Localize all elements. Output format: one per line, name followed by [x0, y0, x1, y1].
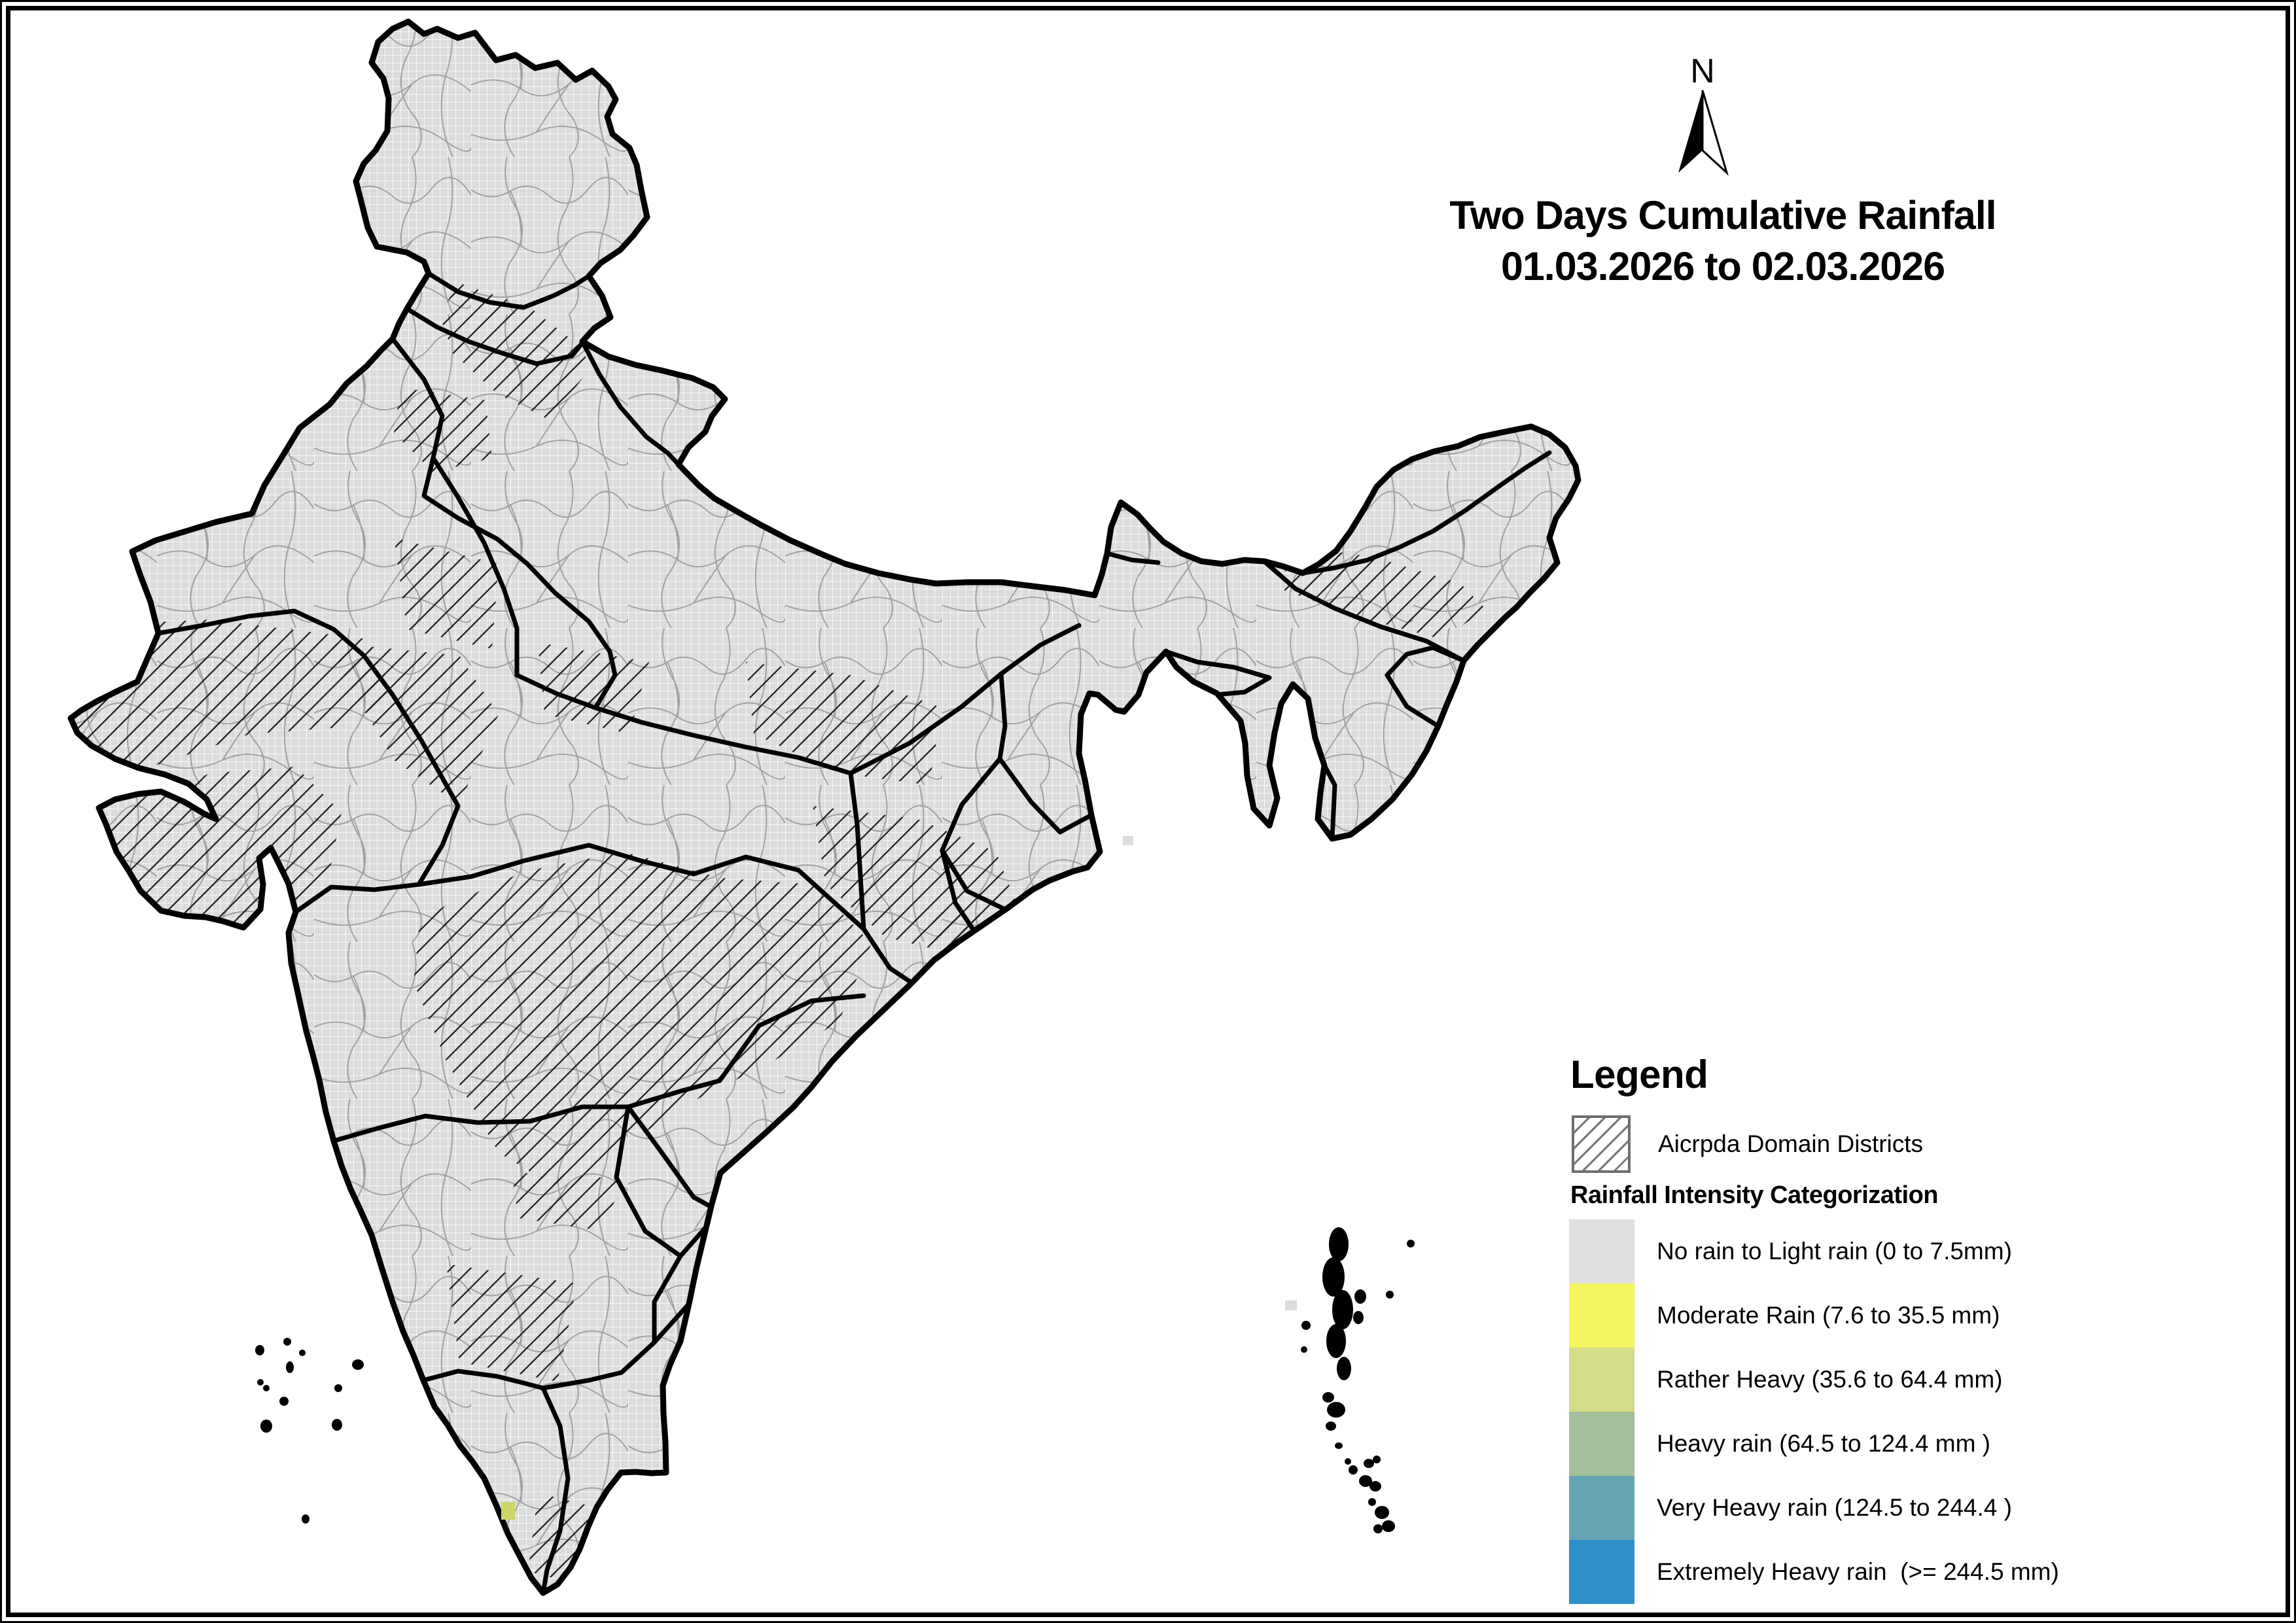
legend-color-swatch	[1569, 1283, 1634, 1348]
aicrpda-hatched-regions	[71, 283, 1487, 1584]
legend-item-label: No rain to Light rain (0 to 7.5mm)	[1657, 1238, 2012, 1265]
north-arrow: N	[1678, 52, 1729, 176]
india-outline	[67, 18, 1581, 1596]
legend-item: Very Heavy rain (124.5 to 244.4 )	[1569, 1476, 2059, 1540]
hatch-swatch	[1572, 1115, 1631, 1173]
map-title: Two Days Cumulative Rainfall 01.03.2026 …	[1363, 190, 2083, 292]
legend-item: No rain to Light rain (0 to 7.5mm)	[1569, 1219, 2059, 1283]
legend-color-swatch	[1569, 1348, 1634, 1412]
legend-item-label: Extremely Heavy rain (>= 244.5 mm)	[1657, 1558, 2059, 1585]
legend-color-swatch	[1569, 1219, 1634, 1283]
legend-item: Moderate Rain (7.6 to 35.5 mm)	[1569, 1283, 2059, 1348]
legend-color-swatch	[1569, 1412, 1634, 1476]
legend-domain-label: Aicrpda Domain Districts	[1658, 1130, 1924, 1157]
legend-item: Extremely Heavy rain (>= 244.5 mm)	[1569, 1540, 2059, 1604]
map-title-line2: 01.03.2026 to 02.03.2026	[1500, 244, 1945, 288]
legend-color-swatch	[1569, 1540, 1634, 1604]
map-title-line1: Two Days Cumulative Rainfall	[1449, 193, 1996, 237]
sea-raster-artifacts	[1123, 836, 1297, 1310]
legend-item-label: Very Heavy rain (124.5 to 244.4 )	[1657, 1494, 2012, 1521]
legend-heading: Legend	[1570, 1053, 1708, 1096]
legend-color-swatch	[1569, 1476, 1634, 1540]
legend-item-label: Heavy rain (64.5 to 124.4 mm )	[1657, 1430, 1990, 1457]
north-arrow-label: N	[1690, 52, 1715, 90]
rainfall-highlight-cell	[501, 1502, 515, 1520]
legend-domain-item: Aicrpda Domain Districts	[1572, 1115, 1923, 1173]
legend-section-heading: Rainfall Intensity Categorization	[1570, 1181, 1939, 1209]
north-arrow-left-half	[1678, 90, 1703, 173]
legend-item: Rather Heavy (35.6 to 64.4 mm)	[1569, 1348, 2059, 1412]
legend-items: No rain to Light rain (0 to 7.5mm) Moder…	[1569, 1219, 2059, 1604]
lakshadweep-islands	[255, 1338, 364, 1524]
legend-item-label: Moderate Rain (7.6 to 35.5 mm)	[1657, 1302, 2000, 1329]
legend-item: Heavy rain (64.5 to 124.4 mm )	[1569, 1412, 2059, 1476]
legend-item-label: Rather Heavy (35.6 to 64.4 mm)	[1657, 1366, 2003, 1393]
north-arrow-right-half	[1701, 90, 1729, 176]
andaman-nicobar-islands	[1301, 1227, 1415, 1533]
